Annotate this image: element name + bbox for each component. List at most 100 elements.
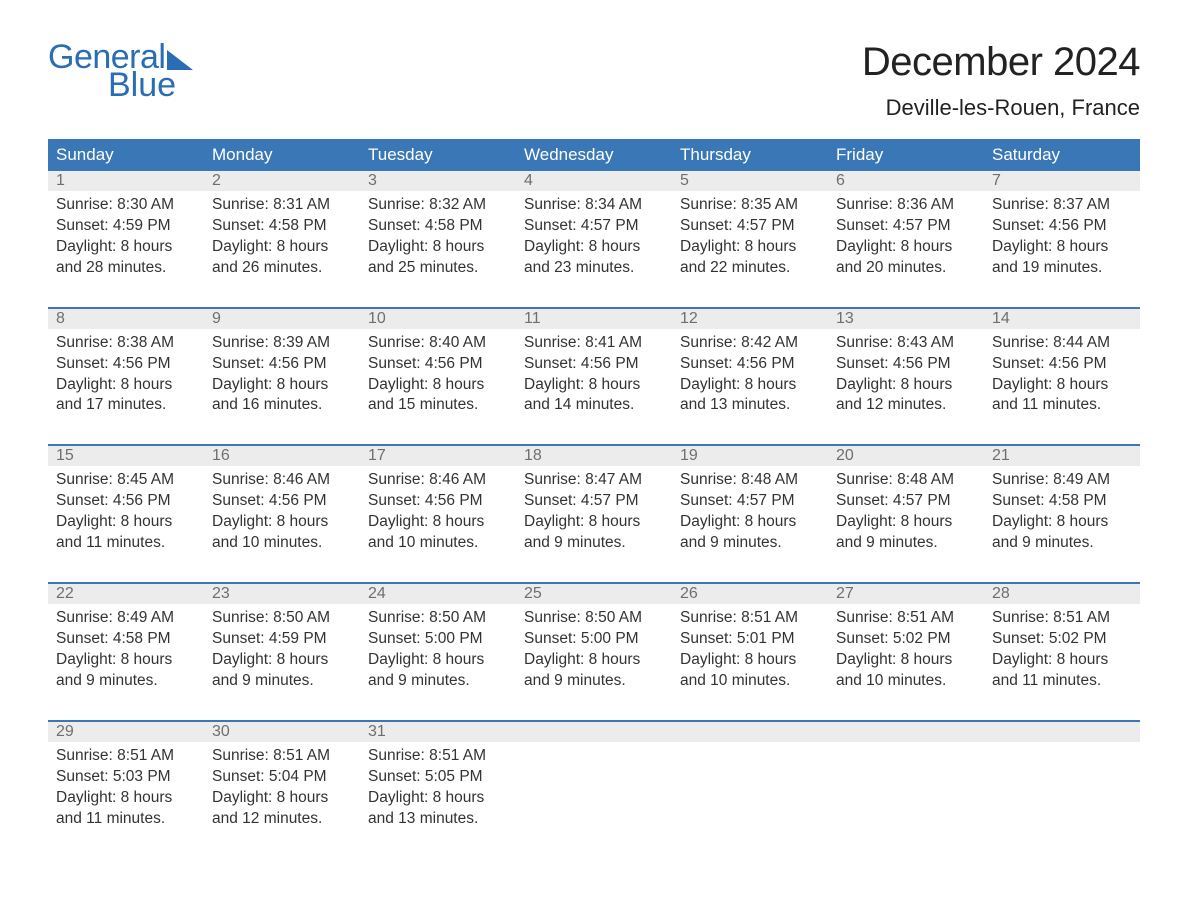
weekday-header-row: Sunday Monday Tuesday Wednesday Thursday… xyxy=(48,139,1140,171)
day-data-cell: Sunrise: 8:37 AMSunset: 4:56 PMDaylight:… xyxy=(984,191,1140,308)
daylight-line-2: and 9 minutes. xyxy=(680,533,820,554)
sunrise-line: Sunrise: 8:46 AM xyxy=(368,470,508,491)
daylight-line-1: Daylight: 8 hours xyxy=(836,375,976,396)
day-data-cell: Sunrise: 8:51 AMSunset: 5:02 PMDaylight:… xyxy=(984,604,1140,721)
day-number-cell xyxy=(984,722,1140,742)
daylight-line-2: and 9 minutes. xyxy=(524,671,664,692)
daylight-line-2: and 10 minutes. xyxy=(368,533,508,554)
daylight-line-2: and 12 minutes. xyxy=(836,395,976,416)
sunset-line: Sunset: 4:58 PM xyxy=(212,216,352,237)
sunrise-line: Sunrise: 8:48 AM xyxy=(680,470,820,491)
col-monday: Monday xyxy=(204,139,360,171)
daylight-line-1: Daylight: 8 hours xyxy=(524,512,664,533)
sunrise-line: Sunrise: 8:36 AM xyxy=(836,195,976,216)
sunrise-line: Sunrise: 8:38 AM xyxy=(56,333,196,354)
daylight-line-2: and 11 minutes. xyxy=(56,533,196,554)
day-data-row: Sunrise: 8:51 AMSunset: 5:03 PMDaylight:… xyxy=(48,742,1140,858)
day-number-cell xyxy=(516,722,672,742)
day-data-cell: Sunrise: 8:48 AMSunset: 4:57 PMDaylight:… xyxy=(828,466,984,583)
daylight-line-2: and 28 minutes. xyxy=(56,258,196,279)
sunrise-line: Sunrise: 8:46 AM xyxy=(212,470,352,491)
daylight-line-2: and 12 minutes. xyxy=(212,809,352,830)
sunset-line: Sunset: 4:56 PM xyxy=(836,354,976,375)
daylight-line-1: Daylight: 8 hours xyxy=(368,375,508,396)
day-number-cell: 23 xyxy=(204,584,360,604)
col-tuesday: Tuesday xyxy=(360,139,516,171)
day-data-cell xyxy=(516,742,672,858)
sunrise-line: Sunrise: 8:34 AM xyxy=(524,195,664,216)
sunrise-line: Sunrise: 8:44 AM xyxy=(992,333,1132,354)
day-number-cell: 31 xyxy=(360,722,516,742)
day-data-cell: Sunrise: 8:30 AMSunset: 4:59 PMDaylight:… xyxy=(48,191,204,308)
sunrise-line: Sunrise: 8:32 AM xyxy=(368,195,508,216)
sunset-line: Sunset: 4:57 PM xyxy=(524,491,664,512)
day-data-cell: Sunrise: 8:46 AMSunset: 4:56 PMDaylight:… xyxy=(204,466,360,583)
col-wednesday: Wednesday xyxy=(516,139,672,171)
day-number-cell: 27 xyxy=(828,584,984,604)
sunset-line: Sunset: 5:04 PM xyxy=(212,767,352,788)
daylight-line-2: and 17 minutes. xyxy=(56,395,196,416)
day-data-cell: Sunrise: 8:38 AMSunset: 4:56 PMDaylight:… xyxy=(48,329,204,446)
daylight-line-2: and 9 minutes. xyxy=(368,671,508,692)
day-data-cell: Sunrise: 8:51 AMSunset: 5:01 PMDaylight:… xyxy=(672,604,828,721)
sunset-line: Sunset: 5:05 PM xyxy=(368,767,508,788)
page-header: General Blue December 2024 Deville-les-R… xyxy=(48,40,1140,121)
daylight-line-2: and 10 minutes. xyxy=(836,671,976,692)
sunrise-line: Sunrise: 8:30 AM xyxy=(56,195,196,216)
day-number-cell: 16 xyxy=(204,446,360,466)
sunset-line: Sunset: 4:56 PM xyxy=(992,216,1132,237)
sunset-line: Sunset: 4:57 PM xyxy=(680,491,820,512)
col-friday: Friday xyxy=(828,139,984,171)
daylight-line-2: and 11 minutes. xyxy=(992,671,1132,692)
sunset-line: Sunset: 4:56 PM xyxy=(368,354,508,375)
sunset-line: Sunset: 4:56 PM xyxy=(56,354,196,375)
day-data-cell: Sunrise: 8:35 AMSunset: 4:57 PMDaylight:… xyxy=(672,191,828,308)
day-data-cell: Sunrise: 8:47 AMSunset: 4:57 PMDaylight:… xyxy=(516,466,672,583)
sunset-line: Sunset: 5:03 PM xyxy=(56,767,196,788)
sunrise-line: Sunrise: 8:35 AM xyxy=(680,195,820,216)
daylight-line-1: Daylight: 8 hours xyxy=(836,237,976,258)
daylight-line-1: Daylight: 8 hours xyxy=(212,650,352,671)
day-number-cell: 6 xyxy=(828,171,984,191)
day-data-cell: Sunrise: 8:42 AMSunset: 4:56 PMDaylight:… xyxy=(672,329,828,446)
sunrise-line: Sunrise: 8:50 AM xyxy=(368,608,508,629)
sunrise-line: Sunrise: 8:50 AM xyxy=(524,608,664,629)
day-data-cell xyxy=(984,742,1140,858)
day-data-cell: Sunrise: 8:31 AMSunset: 4:58 PMDaylight:… xyxy=(204,191,360,308)
sunrise-line: Sunrise: 8:48 AM xyxy=(836,470,976,491)
sunrise-line: Sunrise: 8:49 AM xyxy=(992,470,1132,491)
day-number-cell: 19 xyxy=(672,446,828,466)
daylight-line-1: Daylight: 8 hours xyxy=(992,375,1132,396)
col-thursday: Thursday xyxy=(672,139,828,171)
day-data-cell: Sunrise: 8:32 AMSunset: 4:58 PMDaylight:… xyxy=(360,191,516,308)
daylight-line-1: Daylight: 8 hours xyxy=(680,375,820,396)
col-sunday: Sunday xyxy=(48,139,204,171)
sunset-line: Sunset: 5:02 PM xyxy=(836,629,976,650)
daylight-line-1: Daylight: 8 hours xyxy=(992,650,1132,671)
daylight-line-2: and 26 minutes. xyxy=(212,258,352,279)
day-data-cell: Sunrise: 8:51 AMSunset: 5:05 PMDaylight:… xyxy=(360,742,516,858)
daylight-line-1: Daylight: 8 hours xyxy=(368,237,508,258)
daylight-line-2: and 9 minutes. xyxy=(524,533,664,554)
sunrise-line: Sunrise: 8:43 AM xyxy=(836,333,976,354)
day-data-cell: Sunrise: 8:45 AMSunset: 4:56 PMDaylight:… xyxy=(48,466,204,583)
daylight-line-1: Daylight: 8 hours xyxy=(56,788,196,809)
daylight-line-1: Daylight: 8 hours xyxy=(212,512,352,533)
sunrise-line: Sunrise: 8:45 AM xyxy=(56,470,196,491)
day-number-cell: 28 xyxy=(984,584,1140,604)
day-number-cell xyxy=(828,722,984,742)
daylight-line-1: Daylight: 8 hours xyxy=(368,788,508,809)
sunrise-line: Sunrise: 8:31 AM xyxy=(212,195,352,216)
day-number-cell xyxy=(672,722,828,742)
day-data-cell: Sunrise: 8:48 AMSunset: 4:57 PMDaylight:… xyxy=(672,466,828,583)
daylight-line-2: and 9 minutes. xyxy=(56,671,196,692)
logo-word-2: Blue xyxy=(108,68,193,102)
day-number-cell: 14 xyxy=(984,309,1140,329)
sunrise-line: Sunrise: 8:40 AM xyxy=(368,333,508,354)
day-number-cell: 20 xyxy=(828,446,984,466)
day-data-cell: Sunrise: 8:51 AMSunset: 5:03 PMDaylight:… xyxy=(48,742,204,858)
day-number-cell: 21 xyxy=(984,446,1140,466)
daylight-line-1: Daylight: 8 hours xyxy=(56,375,196,396)
day-number-cell: 8 xyxy=(48,309,204,329)
day-number-row: 1234567 xyxy=(48,171,1140,191)
